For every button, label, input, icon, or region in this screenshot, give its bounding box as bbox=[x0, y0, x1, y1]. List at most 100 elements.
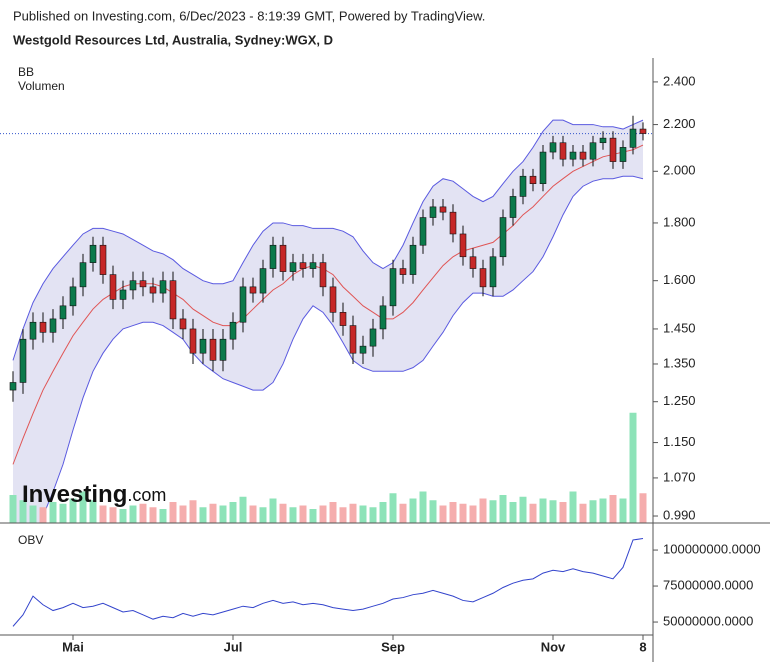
volume-bar bbox=[459, 503, 467, 523]
volume-bar bbox=[99, 505, 107, 523]
y-tick-label: 1.350 bbox=[663, 355, 696, 370]
volume-bar bbox=[629, 412, 637, 523]
candle-body bbox=[559, 142, 567, 160]
candle-body bbox=[379, 305, 387, 330]
bb-middle bbox=[12, 144, 644, 465]
watermark: Investing.com bbox=[22, 481, 166, 508]
volume-bar bbox=[109, 507, 117, 523]
candle-body bbox=[299, 262, 307, 269]
candle-body bbox=[69, 286, 77, 307]
candle-body bbox=[279, 244, 287, 272]
volume-bar bbox=[159, 509, 167, 523]
candle-body bbox=[109, 274, 117, 300]
candle-body bbox=[29, 321, 37, 340]
volume-bar bbox=[9, 495, 17, 523]
candle-body bbox=[269, 244, 277, 269]
candle-body bbox=[609, 137, 617, 162]
volume-bar bbox=[529, 503, 537, 523]
candle-body bbox=[499, 217, 507, 258]
volume-bar bbox=[409, 498, 417, 523]
volume-bar bbox=[39, 507, 47, 523]
volume-bar bbox=[389, 493, 397, 523]
chart-title: Westgold Resources Ltd, Australia, Sydne… bbox=[13, 32, 333, 47]
volume-bar bbox=[289, 507, 297, 523]
volume-bar bbox=[139, 503, 147, 523]
price-panel bbox=[0, 115, 653, 523]
y-tick-label: 2.200 bbox=[663, 116, 696, 131]
y-tick-label: 1.800 bbox=[663, 214, 696, 229]
volume-bar bbox=[589, 500, 597, 523]
legend-bb: BB bbox=[18, 65, 34, 79]
candle-body bbox=[149, 286, 157, 294]
bb-lower bbox=[40, 175, 644, 523]
candle-body bbox=[409, 244, 417, 275]
candle-body bbox=[229, 321, 237, 340]
volume-bar bbox=[609, 495, 617, 523]
y-tick-label: 1.250 bbox=[663, 393, 696, 408]
volume-bar bbox=[69, 498, 77, 523]
y-tick-label: 2.000 bbox=[663, 163, 696, 178]
volume-bar bbox=[299, 505, 307, 523]
volume-bar bbox=[199, 507, 207, 523]
watermark-suffix: .com bbox=[127, 485, 166, 505]
volume-bar bbox=[509, 502, 517, 523]
volume-bar bbox=[19, 500, 27, 523]
candle-body bbox=[599, 137, 607, 144]
y-tick-label: 1.600 bbox=[663, 272, 696, 287]
y-tick-label: 1.450 bbox=[663, 320, 696, 335]
volume-bar bbox=[489, 500, 497, 523]
y-tick-label: 50000000.0000 bbox=[663, 613, 753, 628]
volume-bar bbox=[49, 502, 57, 523]
volume-bar bbox=[519, 496, 527, 523]
candle-body bbox=[239, 286, 247, 323]
volume-bar bbox=[169, 502, 177, 523]
candle-body bbox=[199, 338, 207, 354]
obv-line bbox=[12, 538, 644, 627]
candle-body bbox=[259, 268, 267, 294]
x-tick-label: Sep bbox=[381, 639, 405, 654]
legend-obv: OBV bbox=[18, 533, 43, 547]
candle-body bbox=[369, 328, 377, 347]
candle-body bbox=[529, 175, 537, 185]
axes: 0.990 1.070 1.150 1.250 1.350 1.450 1.600 1.800… bbox=[12, 73, 761, 654]
legend-volume: Volumen bbox=[18, 79, 65, 93]
volume-bar bbox=[639, 493, 647, 523]
volume-bar bbox=[599, 498, 607, 523]
candle-body bbox=[219, 338, 227, 361]
candle-body bbox=[169, 280, 177, 320]
candle-body bbox=[479, 268, 487, 288]
volume-bar bbox=[339, 507, 347, 523]
volume-bar bbox=[29, 505, 37, 523]
candle-body bbox=[459, 233, 467, 258]
volume-bar bbox=[309, 509, 317, 523]
candle-body bbox=[99, 244, 107, 275]
candle-body bbox=[289, 262, 297, 272]
x-tick-label: 8 bbox=[639, 639, 646, 654]
volume-bar bbox=[379, 502, 387, 523]
volume-bar bbox=[59, 503, 67, 523]
candle-body bbox=[629, 128, 637, 148]
candle-body bbox=[309, 262, 317, 269]
volume-bar bbox=[189, 500, 197, 523]
published-note: Published on Investing.com, 6/Dec/2023 -… bbox=[13, 8, 485, 23]
candle-body bbox=[39, 321, 47, 333]
y-tick-label: 100000000.0000 bbox=[663, 541, 761, 556]
volume-bar bbox=[369, 507, 377, 523]
candle-body bbox=[339, 312, 347, 326]
volume-bar bbox=[429, 500, 437, 523]
candle-body bbox=[59, 305, 67, 320]
bb-upper bbox=[12, 119, 644, 361]
volume-bar bbox=[359, 505, 367, 523]
y-tick-label: 2.400 bbox=[663, 73, 696, 88]
candle-body bbox=[429, 206, 437, 218]
volume-bar bbox=[449, 502, 457, 523]
volume-bar bbox=[329, 502, 337, 523]
candle-body bbox=[49, 318, 57, 333]
volume-bar bbox=[619, 498, 627, 523]
candle-body bbox=[449, 211, 457, 235]
volume-bar bbox=[439, 505, 447, 523]
candle-body bbox=[139, 280, 147, 288]
x-tick-label: Mai bbox=[62, 639, 84, 654]
candle-body bbox=[469, 256, 477, 269]
